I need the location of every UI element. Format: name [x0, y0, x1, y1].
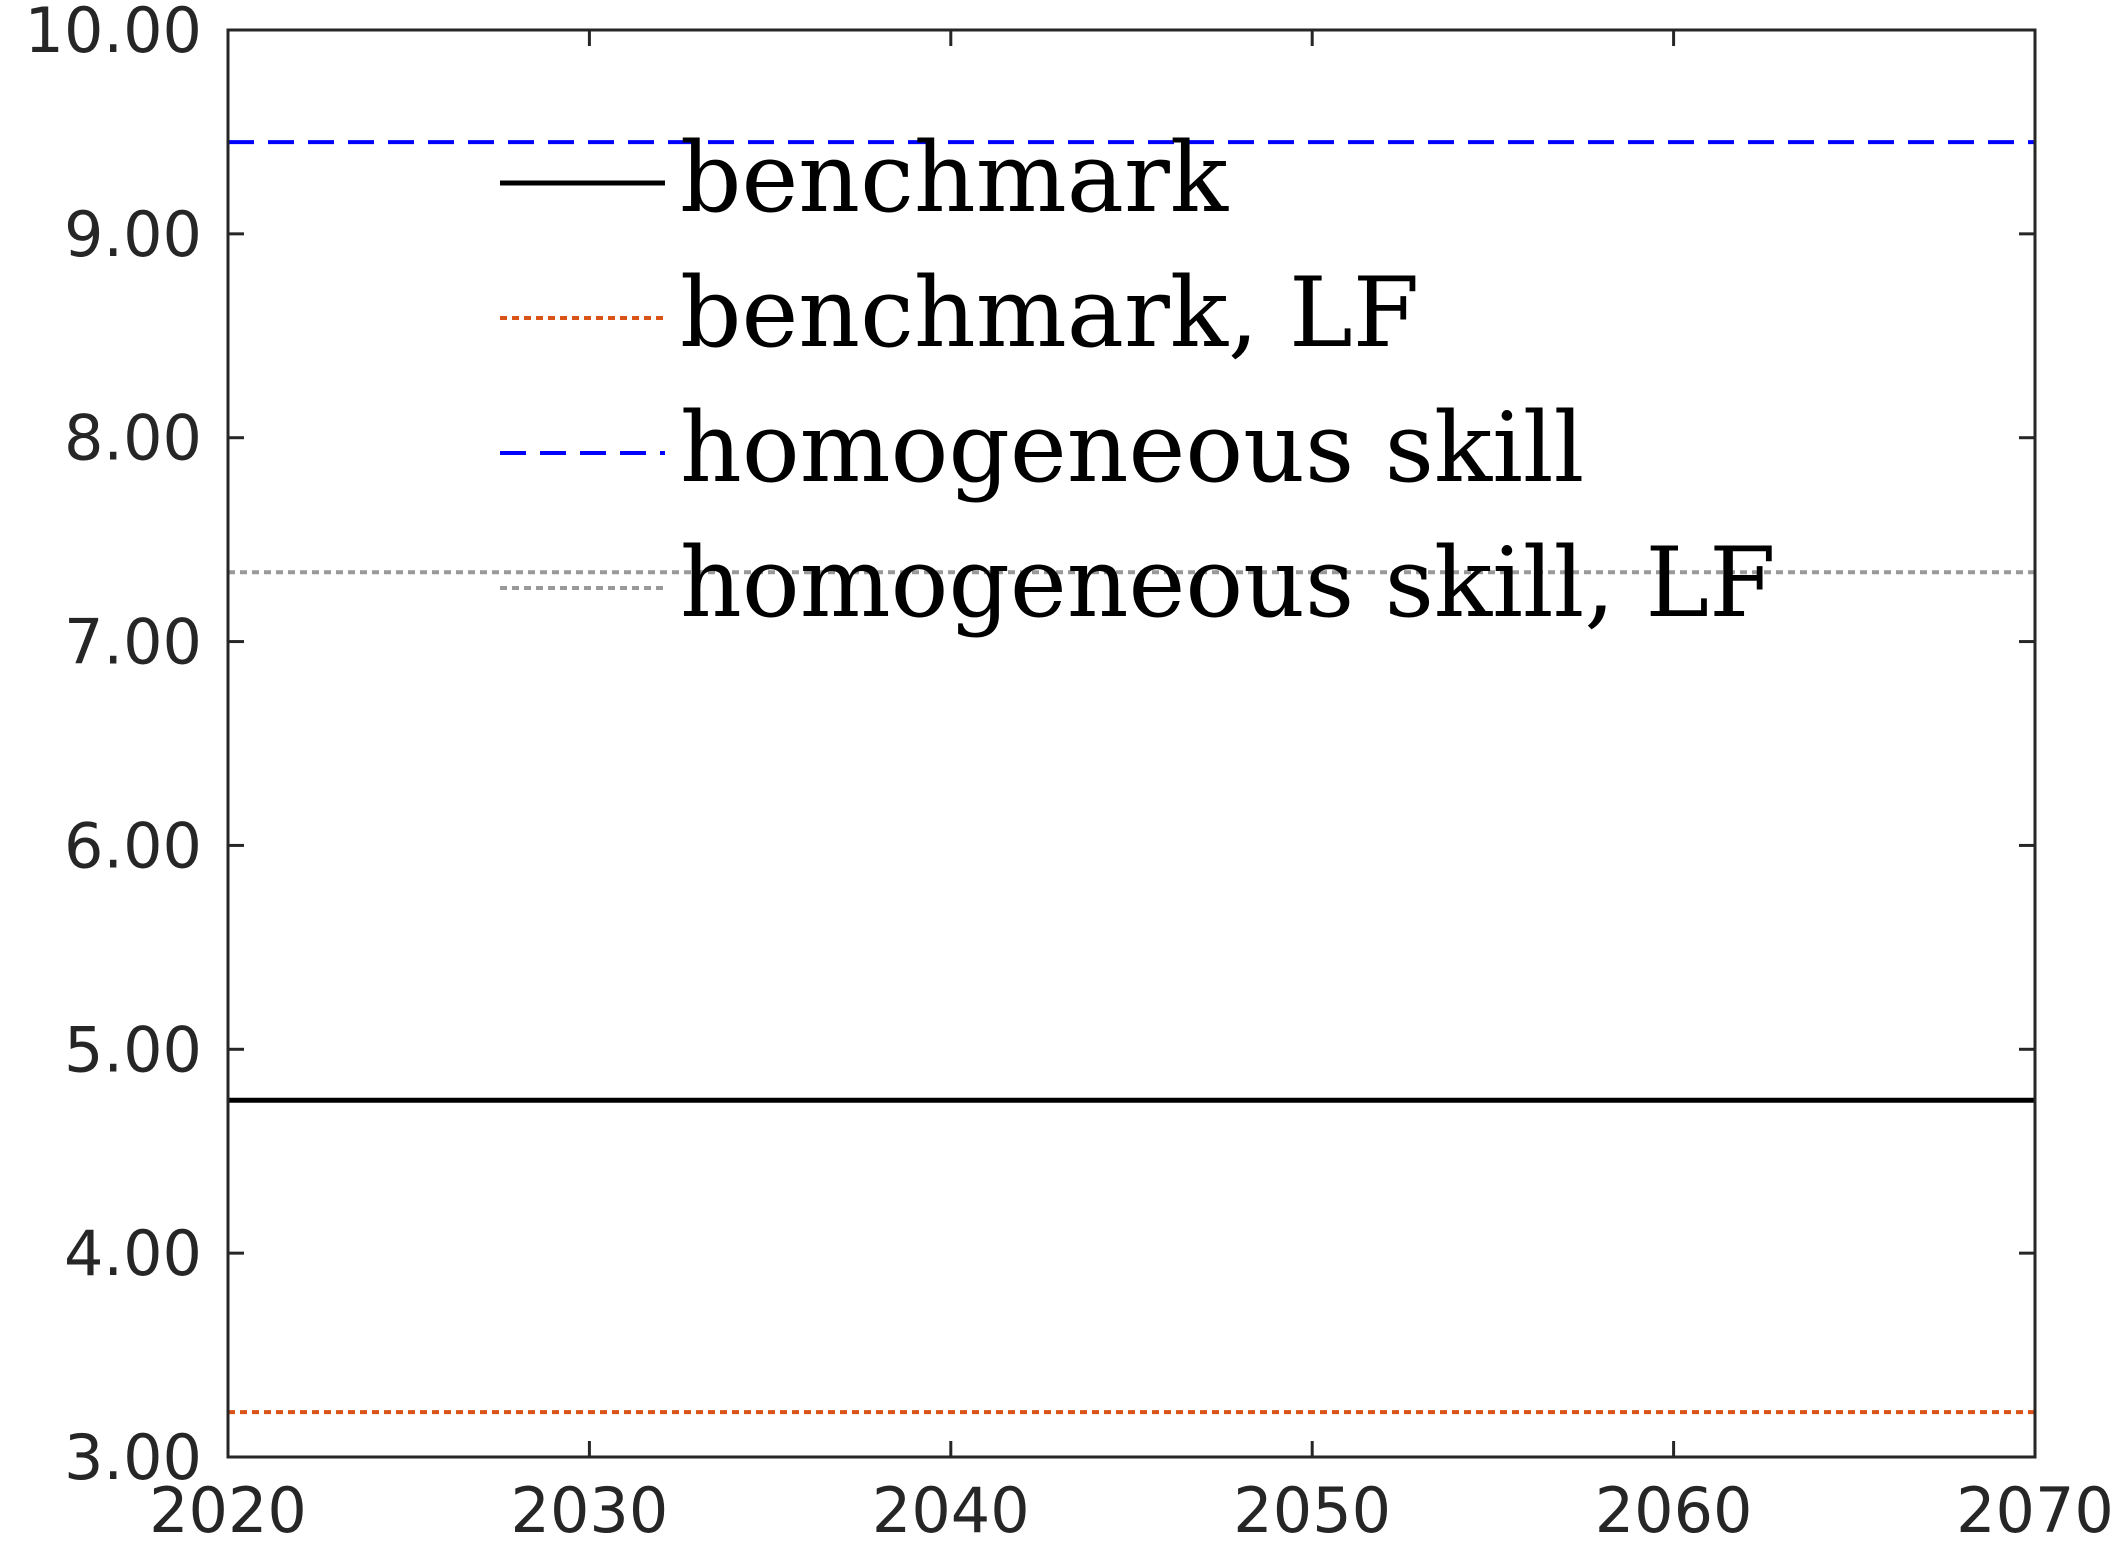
x-tick-label: 2050: [1233, 1474, 1391, 1547]
y-tick-label: 5.00: [64, 1013, 202, 1086]
x-tick-label: 2070: [1956, 1474, 2114, 1547]
legend-label-2: benchmark, LF: [680, 257, 1419, 369]
x-tick-label: 2060: [1595, 1474, 1753, 1547]
y-tick-label: 10.00: [25, 0, 203, 67]
series-layer: [228, 140, 2035, 1415]
legend-label-4: homogeneous skill, LF: [680, 527, 1776, 639]
legend-label-3: homogeneous skill: [680, 392, 1584, 504]
legend: benchmark benchmark, LF homogeneous skill h…: [500, 122, 1776, 639]
y-tick-label: 8.00: [64, 402, 202, 475]
y-tick-label: 3.00: [64, 1421, 202, 1494]
legend-label-1: benchmark: [680, 122, 1229, 234]
y-tick-label: 6.00: [64, 809, 202, 882]
x-tick-label: 2040: [872, 1474, 1030, 1547]
x-tick-label: 2030: [511, 1474, 669, 1547]
x-tick-label: 2020: [149, 1474, 307, 1547]
y-tick-label: 7.00: [64, 606, 202, 679]
y-tick-label: 4.00: [64, 1217, 202, 1290]
tick-layer: 2020 2030 2040 2050 2060 2070 3.00 4.00 5.00 6.00…: [25, 0, 2114, 1547]
plot-frame: [226, 28, 2037, 1459]
y-tick-label: 9.00: [64, 198, 202, 271]
